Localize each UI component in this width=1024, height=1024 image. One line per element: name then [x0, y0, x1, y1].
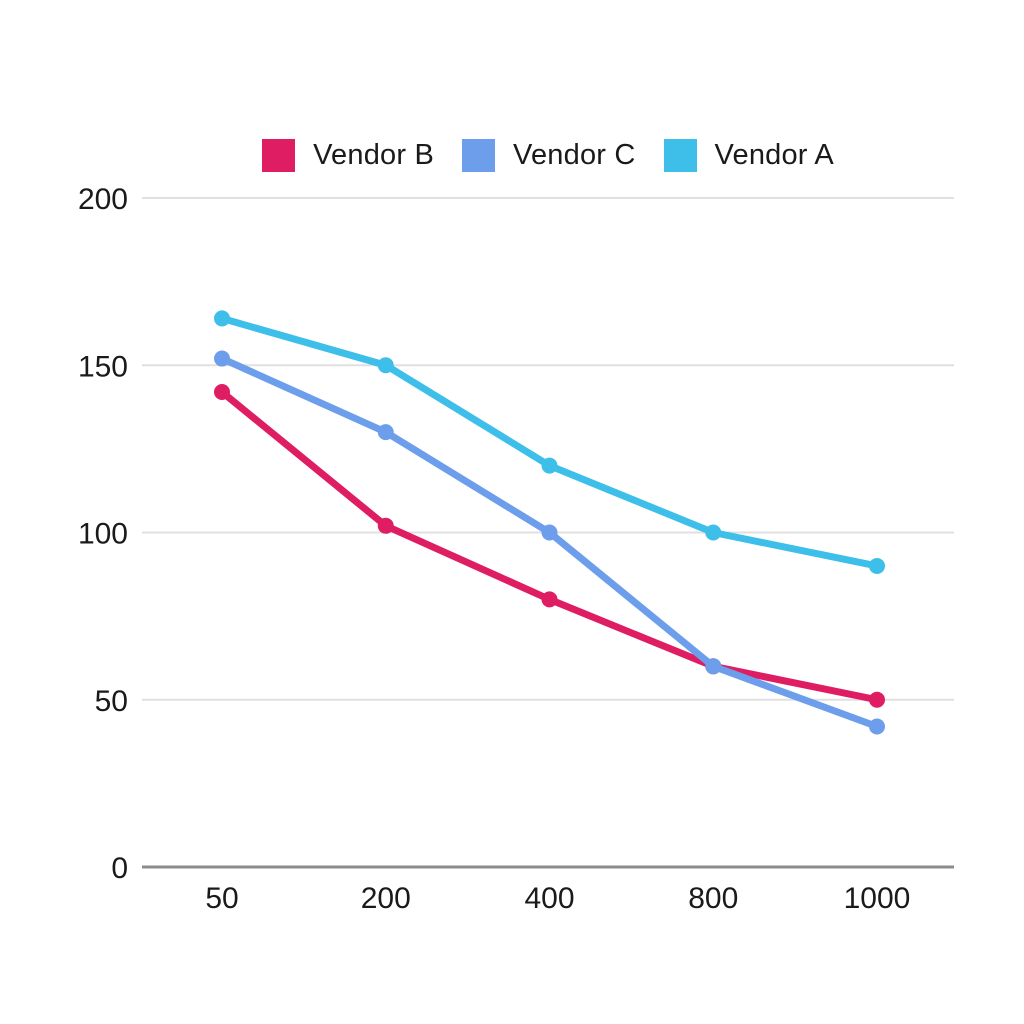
chart-legend: Vendor B Vendor C Vendor A	[142, 139, 954, 172]
legend-swatch-vendor-b	[262, 139, 296, 172]
legend-item-vendor-a: Vendor A	[663, 139, 834, 172]
data-point-vendor-a	[377, 357, 394, 374]
legend-label-vendor-c: Vendor C	[513, 139, 636, 171]
x-axis-tick-label: 50	[205, 882, 238, 915]
data-point-vendor-b	[214, 384, 230, 401]
data-point-vendor-a	[214, 310, 230, 327]
legend-swatch-vendor-a	[663, 139, 697, 172]
legend-item-vendor-b: Vendor B	[262, 139, 434, 172]
data-point-vendor-c	[705, 658, 722, 675]
data-point-vendor-a	[705, 524, 722, 541]
data-point-vendor-a	[541, 457, 558, 474]
y-axis-tick-label: 150	[78, 350, 128, 383]
x-axis-tick-label: 1000	[844, 882, 911, 915]
y-axis-tick-label: 100	[78, 518, 128, 551]
legend-swatch-vendor-c	[462, 139, 496, 172]
data-point-vendor-b	[377, 517, 394, 534]
data-point-vendor-c	[869, 718, 885, 735]
y-axis-tick-label: 0	[111, 852, 128, 885]
x-axis-tick-label: 400	[524, 882, 574, 915]
data-point-vendor-c	[377, 424, 394, 441]
data-point-vendor-b	[869, 691, 885, 708]
legend-label-vendor-a: Vendor A	[714, 139, 834, 171]
y-axis-tick-label: 50	[95, 685, 128, 718]
x-axis-tick-label: 800	[688, 882, 738, 915]
y-axis-tick-label: 200	[78, 183, 128, 216]
legend-label-vendor-b: Vendor B	[313, 139, 435, 171]
data-point-vendor-b	[541, 591, 558, 608]
x-axis-tick-label: 200	[361, 882, 411, 915]
data-point-vendor-c	[541, 524, 558, 541]
legend-item-vendor-c: Vendor C	[462, 139, 636, 172]
data-point-vendor-a	[869, 557, 885, 574]
data-point-vendor-c	[214, 350, 230, 367]
